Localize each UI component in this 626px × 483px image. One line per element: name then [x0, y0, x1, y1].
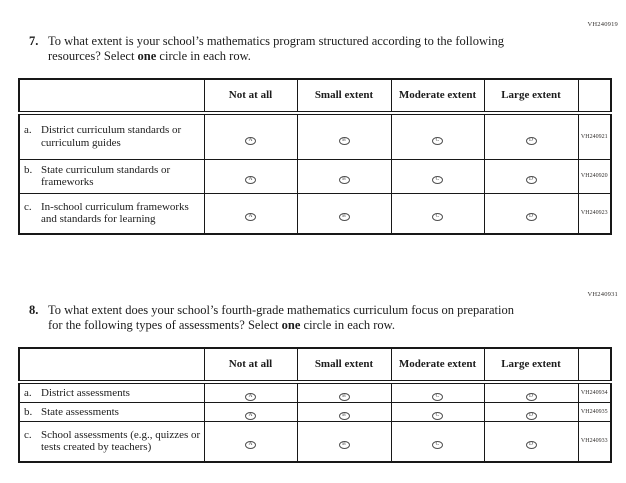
answer-circle-d[interactable]: D — [525, 175, 537, 184]
question-8-text: To what extent does your school’s fourth… — [48, 303, 522, 333]
row-label-cell: a. District curriculum standards or curri… — [18, 112, 205, 160]
question-7-heading: 7. To what extent is your school’s mathe… — [29, 34, 522, 64]
table-row: a. District assessments A B C D VH240934 — [18, 381, 612, 403]
answer-circle-d[interactable]: D — [525, 136, 537, 145]
question-8-text-main: To what extent does your school’s fourth… — [48, 303, 514, 332]
answer-circle-b[interactable]: B — [338, 441, 350, 449]
answer-circle-c[interactable]: C — [432, 392, 443, 401]
table-8-header-code-empty — [577, 347, 612, 384]
table-8-header-not-at-all: Not at all — [203, 347, 298, 384]
row-label-cell: b. State curriculum standards or framewor… — [18, 158, 205, 194]
row-letter: c. — [24, 200, 32, 213]
answer-circle-a[interactable]: A — [245, 411, 256, 420]
question-7-code: VH240919 — [587, 21, 618, 28]
row-code: VH240920 — [577, 158, 612, 194]
question-7-text-tail: circle in each row. — [156, 48, 251, 63]
table-row: a. District curriculum standards or curri… — [18, 112, 612, 160]
row-label: District assessments — [41, 386, 130, 399]
table-7-header-empty — [18, 78, 205, 115]
table-7-header-moderate-extent: Moderate extent — [390, 78, 485, 115]
question-8-number: 8. — [29, 303, 39, 317]
answer-circle-a[interactable]: A — [245, 175, 256, 184]
question-8-heading: 8. To what extent does your school’s fou… — [29, 303, 522, 333]
row-label-cell: c. In-school curriculum frameworks and st… — [18, 192, 205, 235]
table-row: b. State assessments A B C D VH240935 — [18, 402, 612, 422]
row-letter: b. — [24, 405, 33, 418]
table-7-header-code-empty — [577, 78, 612, 115]
table-row: c. In-school curriculum frameworks and st… — [18, 192, 612, 235]
table-7-header-row: Not at all Small extent Moderate extent … — [18, 78, 612, 115]
answer-circle-a[interactable]: A — [245, 213, 256, 221]
answer-circle-d[interactable]: D — [525, 411, 537, 420]
row-label: State assessments — [41, 405, 119, 418]
row-label: School assessments (e.g., quizzes or tes… — [41, 428, 201, 454]
question-8-bold-word: one — [281, 317, 301, 332]
row-code: VH240934 — [577, 381, 612, 403]
answer-circle-c[interactable]: C — [432, 411, 443, 420]
question-7-text-main: To what extent is your school’s mathemat… — [48, 34, 504, 63]
row-code: VH240935 — [577, 402, 612, 422]
table-7-header-small-extent: Small extent — [296, 78, 392, 115]
row-label: District curriculum standards or curricu… — [41, 124, 182, 149]
row-letter: b. — [24, 163, 33, 176]
answer-circle-d[interactable]: D — [525, 441, 537, 449]
question-7-text: To what extent is your school’s mathemat… — [48, 34, 522, 64]
answer-circle-d[interactable]: D — [525, 213, 537, 221]
table-8-header-row: Not at all Small extent Moderate extent … — [18, 347, 612, 384]
question-7-table: Not at all Small extent Moderate extent … — [18, 78, 612, 235]
row-code: VH240933 — [577, 421, 612, 462]
table-8-header-small-extent: Small extent — [296, 347, 392, 384]
question-7-number: 7. — [29, 34, 39, 48]
row-label: In-school curriculum frameworks and stan… — [41, 200, 189, 226]
answer-circle-b[interactable]: B — [338, 213, 350, 221]
answer-circle-d[interactable]: D — [525, 392, 537, 401]
row-label-cell: c. School assessments (e.g., quizzes or t… — [18, 421, 205, 462]
question-7-bold-word: one — [137, 48, 157, 63]
answer-circle-a[interactable]: A — [245, 392, 256, 401]
row-code: VH240923 — [577, 192, 612, 235]
question-8-table: Not at all Small extent Moderate extent … — [18, 347, 612, 463]
answer-circle-a[interactable]: A — [245, 441, 256, 449]
answer-circle-b[interactable]: B — [338, 136, 350, 145]
row-code: VH240921 — [577, 112, 612, 160]
answer-circle-c[interactable]: C — [432, 213, 443, 221]
answer-circle-c[interactable]: C — [432, 175, 443, 184]
answer-circle-c[interactable]: C — [432, 441, 443, 449]
answer-circle-b[interactable]: B — [338, 392, 350, 401]
table-row: c. School assessments (e.g., quizzes or t… — [18, 421, 612, 462]
question-8-text-tail: circle in each row. — [300, 317, 396, 332]
answer-circle-b[interactable]: B — [338, 411, 350, 420]
row-label-cell: b. State assessments — [18, 402, 205, 422]
row-label: State curriculum standards or frameworks — [41, 163, 171, 188]
row-letter: c. — [24, 428, 32, 441]
answer-circle-b[interactable]: B — [338, 175, 350, 184]
table-8-header-large-extent: Large extent — [483, 347, 579, 384]
table-7-header-not-at-all: Not at all — [203, 78, 298, 115]
answer-circle-a[interactable]: A — [245, 136, 256, 145]
question-8-code: VH240931 — [587, 291, 618, 298]
table-7-header-large-extent: Large extent — [483, 78, 579, 115]
table-8-header-moderate-extent: Moderate extent — [390, 347, 485, 384]
row-letter: a. — [24, 124, 32, 137]
row-label-cell: a. District assessments — [18, 381, 205, 403]
row-letter: a. — [24, 386, 32, 399]
answer-circle-c[interactable]: C — [432, 136, 443, 145]
table-row: b. State curriculum standards or framewor… — [18, 158, 612, 194]
table-8-header-empty — [18, 347, 205, 384]
